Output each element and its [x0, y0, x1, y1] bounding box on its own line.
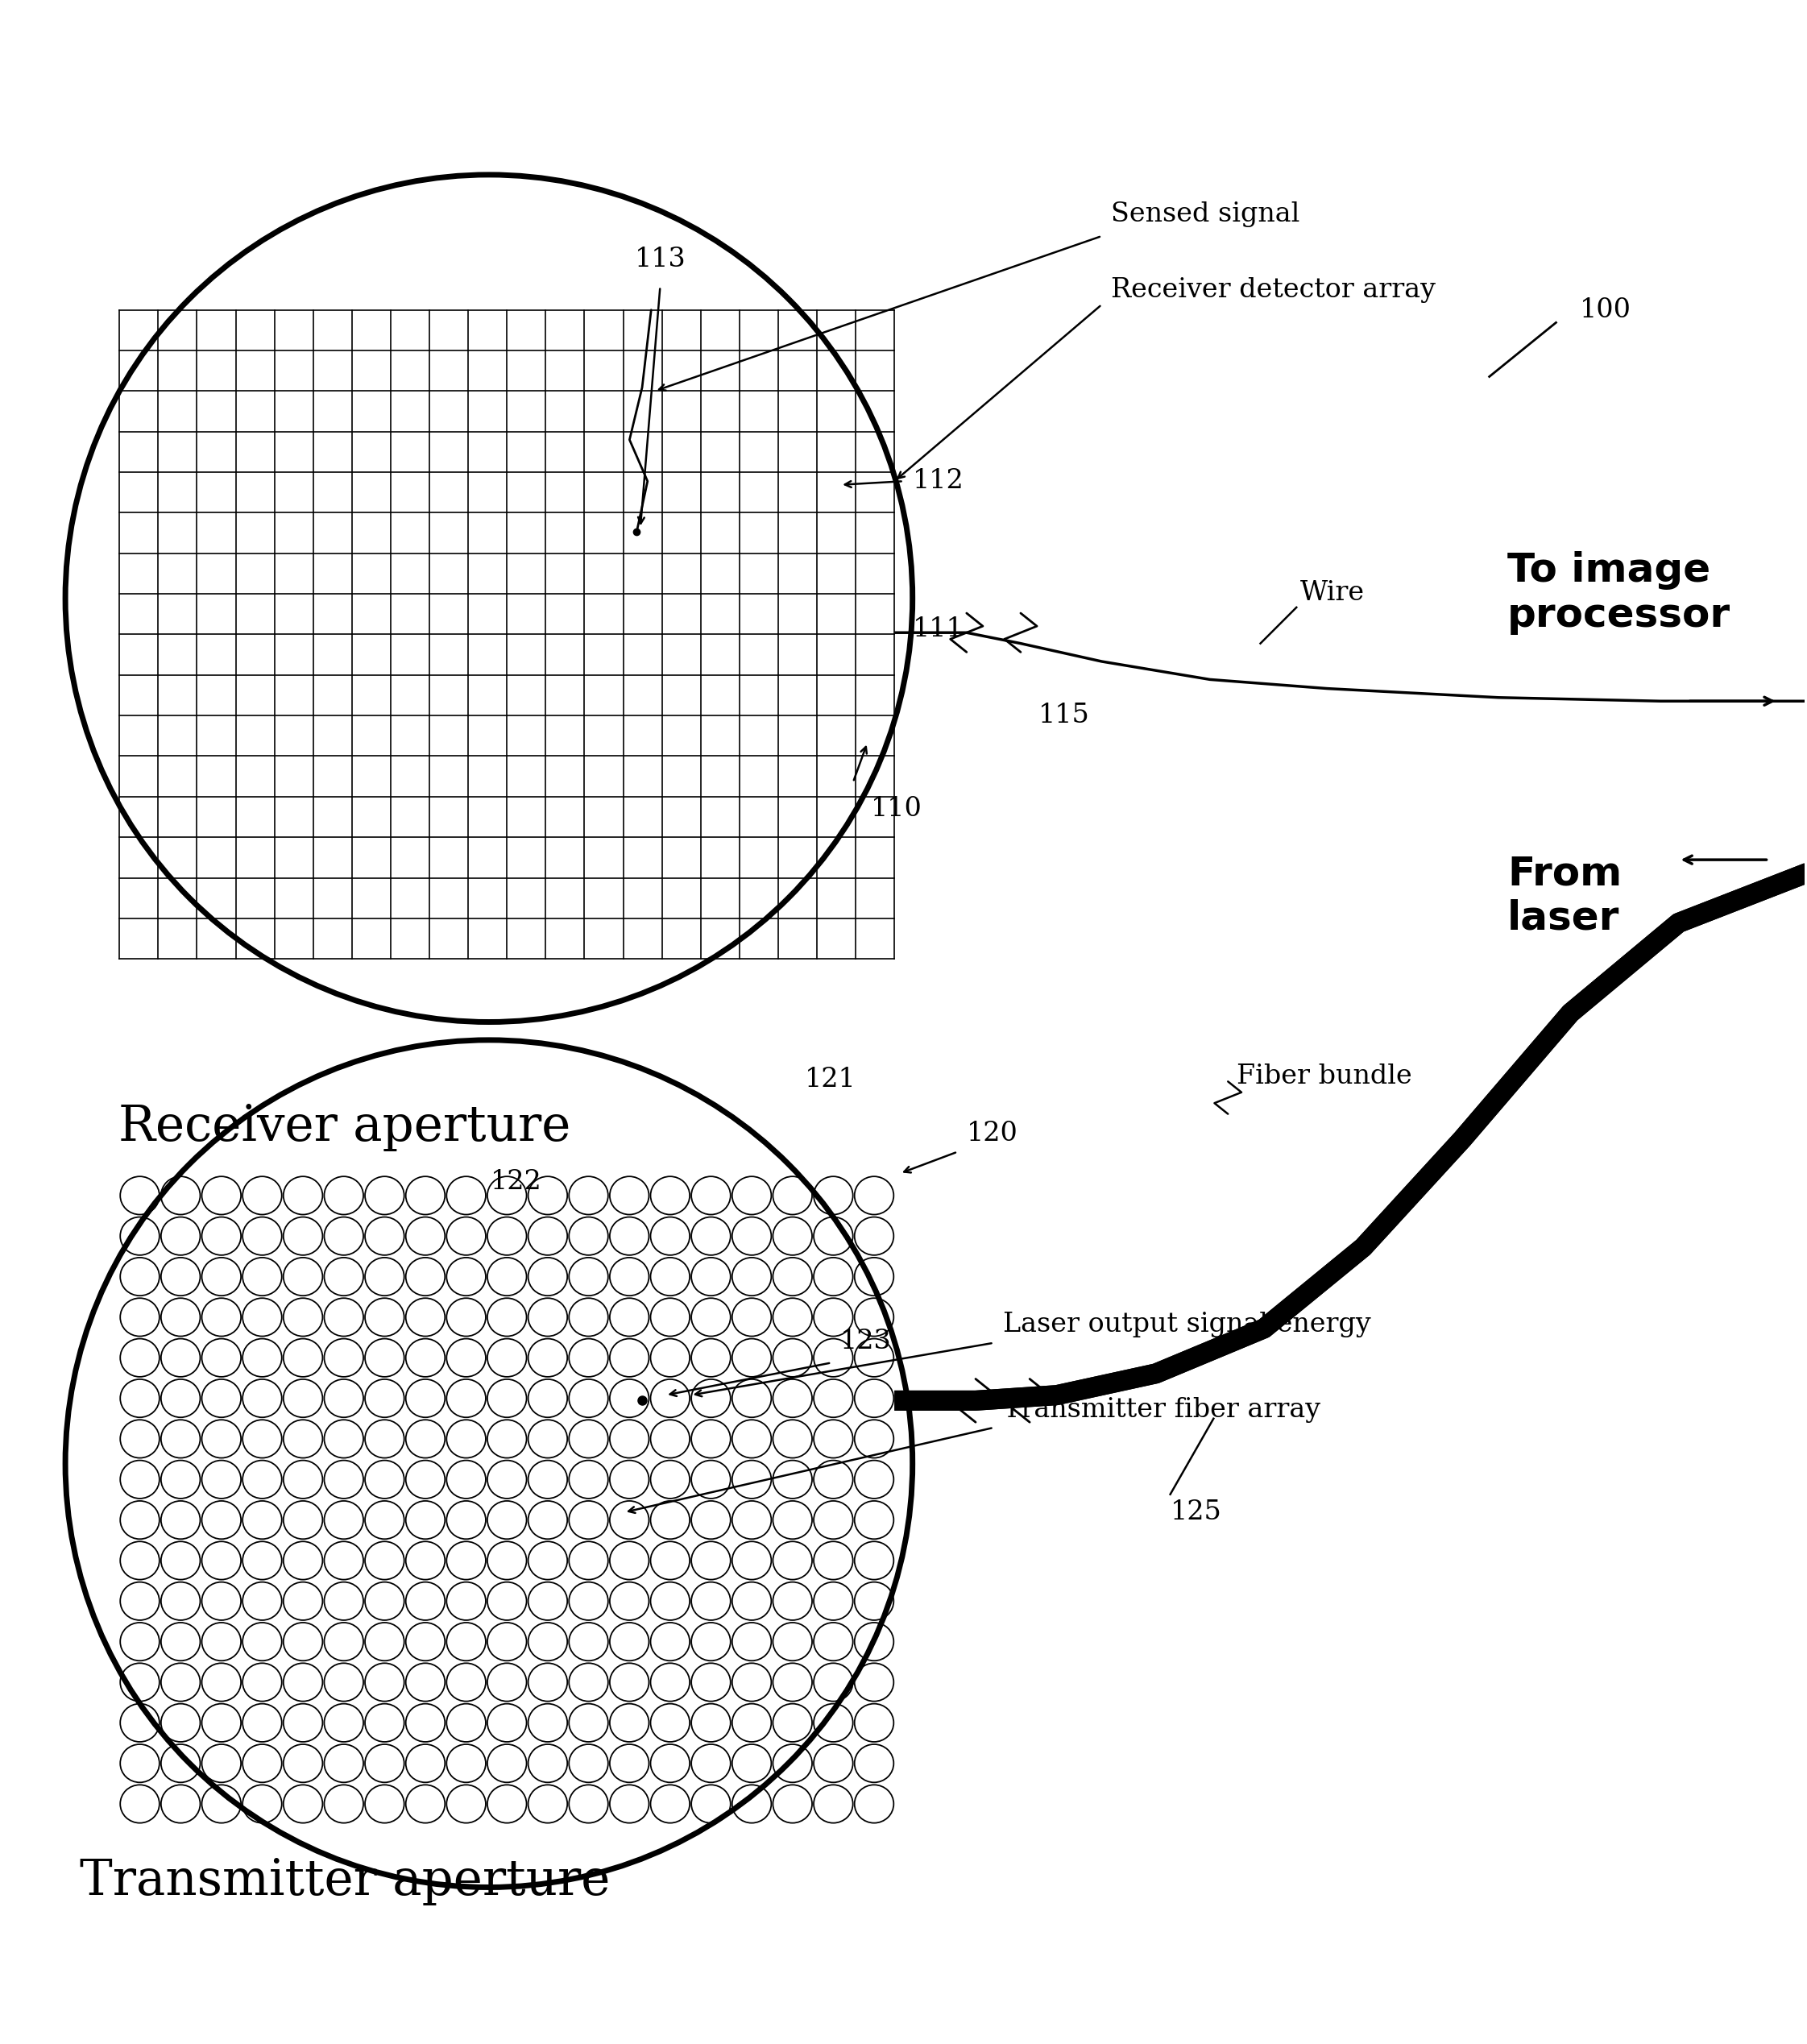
Text: 110: 110 — [871, 797, 923, 822]
Text: Laser output signal energy: Laser output signal energy — [1003, 1312, 1370, 1337]
Text: 115: 115 — [1039, 703, 1090, 728]
Text: 113: 113 — [634, 247, 687, 272]
Text: Receiver detector array: Receiver detector array — [1111, 278, 1435, 303]
Text: 121: 121 — [804, 1067, 857, 1094]
Text: Receiver aperture: Receiver aperture — [119, 1104, 571, 1151]
Text: 122: 122 — [490, 1169, 542, 1196]
Text: Fiber bundle: Fiber bundle — [1238, 1063, 1413, 1089]
Text: Transmitter fiber array: Transmitter fiber array — [1003, 1396, 1321, 1423]
Text: 120: 120 — [967, 1120, 1017, 1147]
Text: 125: 125 — [1171, 1500, 1222, 1525]
Text: Wire: Wire — [1299, 580, 1364, 605]
Text: To image
processor: To image processor — [1507, 552, 1731, 636]
Text: 123: 123 — [840, 1329, 893, 1353]
Text: 100: 100 — [1579, 296, 1632, 323]
Text: 111: 111 — [913, 615, 963, 642]
Text: From
laser: From laser — [1507, 854, 1623, 938]
Text: 112: 112 — [913, 468, 963, 495]
Text: Sensed signal: Sensed signal — [1111, 202, 1299, 227]
Text: Transmitter aperture: Transmitter aperture — [80, 1856, 611, 1905]
